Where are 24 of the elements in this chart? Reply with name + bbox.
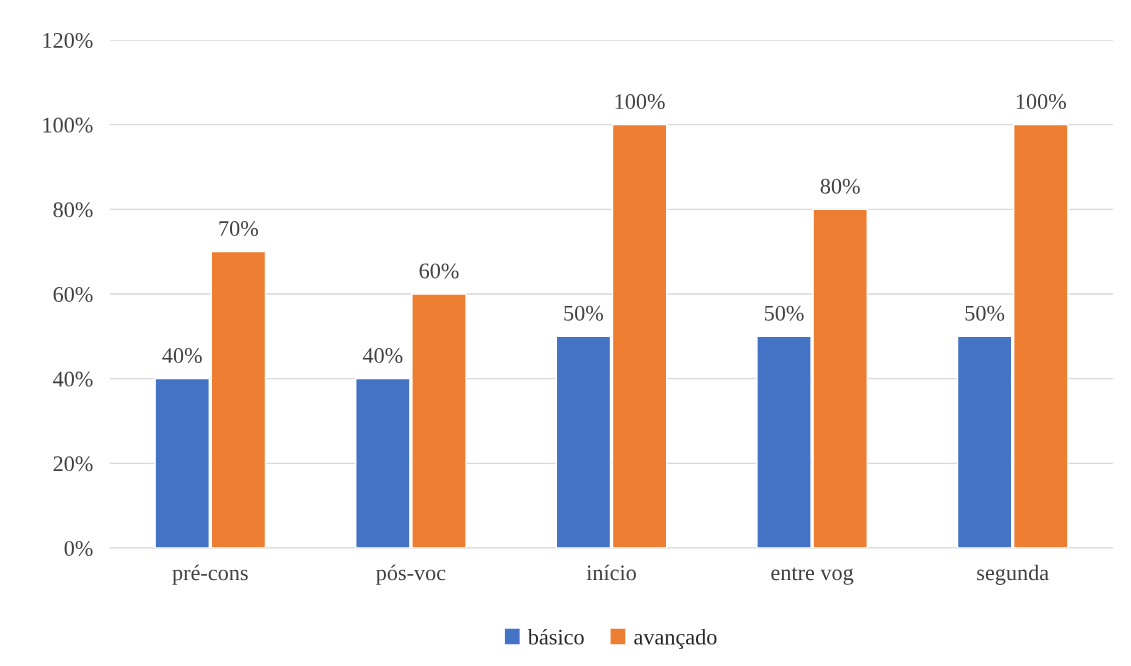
x-tick-label: pré-cons bbox=[172, 564, 248, 585]
data-label: 100% bbox=[1016, 94, 1066, 110]
y-tick-label: 20% bbox=[53, 456, 93, 472]
y-tick-label: 40% bbox=[53, 371, 93, 387]
data-label: 40% bbox=[362, 348, 403, 364]
y-tick-label: 0% bbox=[64, 540, 93, 556]
y-tick-label: 80% bbox=[53, 202, 93, 218]
data-label: 50% bbox=[965, 305, 1005, 321]
x-tick-label: pós-voc bbox=[376, 564, 446, 585]
y-tick-label: 60% bbox=[53, 286, 93, 302]
legend-label: avançado bbox=[634, 628, 717, 650]
y-tick-label: 120% bbox=[43, 32, 93, 48]
data-label: 80% bbox=[820, 178, 860, 194]
y-tick-label: 100% bbox=[43, 117, 93, 133]
legend-label: básico bbox=[527, 628, 584, 645]
x-tick-label: início bbox=[586, 564, 636, 581]
data-label: 100% bbox=[615, 94, 665, 110]
data-label: 50% bbox=[764, 305, 804, 321]
x-tick-label: segunda bbox=[977, 564, 1049, 585]
data-label: 70% bbox=[219, 221, 258, 237]
data-label: 40% bbox=[162, 348, 202, 364]
data-label: 60% bbox=[419, 263, 459, 279]
data-label: 50% bbox=[564, 305, 604, 321]
x-tick-label: entre vog bbox=[771, 567, 854, 585]
